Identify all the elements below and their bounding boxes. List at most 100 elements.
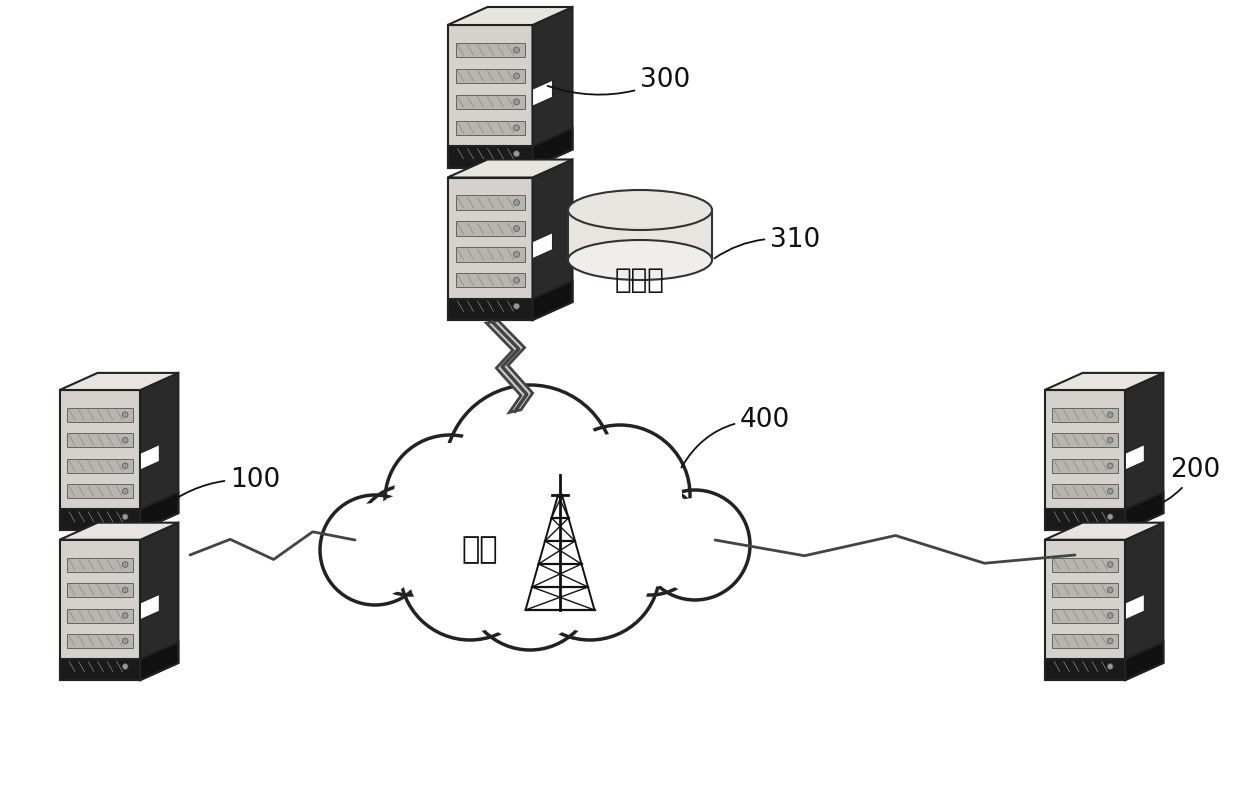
Polygon shape xyxy=(1126,492,1163,530)
Polygon shape xyxy=(67,608,133,622)
Text: 网络: 网络 xyxy=(461,535,498,565)
Polygon shape xyxy=(67,510,133,524)
Circle shape xyxy=(1107,587,1114,593)
Circle shape xyxy=(513,99,520,105)
Polygon shape xyxy=(1053,583,1117,597)
Polygon shape xyxy=(1044,540,1126,680)
Circle shape xyxy=(355,485,465,595)
Circle shape xyxy=(1107,613,1114,619)
Polygon shape xyxy=(140,595,160,619)
Polygon shape xyxy=(532,128,573,168)
Polygon shape xyxy=(568,210,712,260)
Polygon shape xyxy=(448,146,532,168)
Polygon shape xyxy=(455,273,525,287)
Circle shape xyxy=(445,385,615,555)
Polygon shape xyxy=(140,522,179,680)
Circle shape xyxy=(513,199,520,206)
Polygon shape xyxy=(448,7,573,25)
Circle shape xyxy=(1107,463,1114,468)
Circle shape xyxy=(649,498,742,592)
Circle shape xyxy=(513,73,520,79)
Polygon shape xyxy=(1126,522,1163,680)
Circle shape xyxy=(123,412,128,418)
Polygon shape xyxy=(1044,509,1126,530)
Polygon shape xyxy=(1044,659,1126,680)
Polygon shape xyxy=(532,160,573,320)
Polygon shape xyxy=(1053,634,1117,648)
Circle shape xyxy=(1107,488,1114,494)
Polygon shape xyxy=(1126,373,1163,530)
Circle shape xyxy=(1107,412,1114,418)
Polygon shape xyxy=(1053,459,1117,472)
Circle shape xyxy=(513,47,520,53)
Polygon shape xyxy=(140,492,179,530)
Polygon shape xyxy=(60,522,179,540)
Circle shape xyxy=(408,508,532,632)
Polygon shape xyxy=(60,509,140,530)
Circle shape xyxy=(513,125,520,131)
Polygon shape xyxy=(448,299,532,320)
Circle shape xyxy=(123,587,128,593)
Polygon shape xyxy=(140,373,179,530)
Polygon shape xyxy=(455,94,525,109)
Circle shape xyxy=(520,500,660,640)
Polygon shape xyxy=(448,178,532,320)
Circle shape xyxy=(472,528,587,642)
Circle shape xyxy=(123,437,128,443)
Polygon shape xyxy=(1126,445,1145,470)
Polygon shape xyxy=(67,660,133,673)
Polygon shape xyxy=(1053,484,1117,499)
Polygon shape xyxy=(67,459,133,472)
Circle shape xyxy=(513,151,520,156)
Circle shape xyxy=(384,435,515,565)
Circle shape xyxy=(455,395,605,545)
Circle shape xyxy=(558,433,682,557)
Polygon shape xyxy=(140,642,179,680)
Polygon shape xyxy=(140,445,160,470)
Polygon shape xyxy=(455,121,525,135)
Polygon shape xyxy=(1053,608,1117,622)
Text: 310: 310 xyxy=(714,227,820,258)
Polygon shape xyxy=(486,321,533,412)
Polygon shape xyxy=(532,80,553,106)
Polygon shape xyxy=(60,659,140,680)
Text: 200: 200 xyxy=(1148,457,1220,509)
Polygon shape xyxy=(1044,522,1163,540)
Circle shape xyxy=(465,520,595,650)
Circle shape xyxy=(513,225,520,232)
Text: 100: 100 xyxy=(162,467,280,508)
Polygon shape xyxy=(455,43,525,57)
Circle shape xyxy=(1107,514,1114,519)
Circle shape xyxy=(528,508,652,632)
Polygon shape xyxy=(1126,642,1163,680)
Polygon shape xyxy=(1053,434,1117,447)
Polygon shape xyxy=(60,373,179,390)
Circle shape xyxy=(513,252,520,257)
Polygon shape xyxy=(1044,390,1126,530)
Polygon shape xyxy=(455,222,525,236)
Circle shape xyxy=(123,638,128,644)
Polygon shape xyxy=(67,557,133,572)
Polygon shape xyxy=(1053,510,1117,524)
Polygon shape xyxy=(67,408,133,422)
Polygon shape xyxy=(60,540,140,680)
Polygon shape xyxy=(448,25,532,168)
Circle shape xyxy=(123,664,128,669)
Polygon shape xyxy=(67,583,133,597)
Polygon shape xyxy=(1126,595,1145,619)
Circle shape xyxy=(123,561,128,568)
Text: 300: 300 xyxy=(548,67,691,94)
Polygon shape xyxy=(455,299,525,314)
Polygon shape xyxy=(455,247,525,261)
Circle shape xyxy=(595,485,706,595)
Text: 400: 400 xyxy=(681,407,790,468)
Circle shape xyxy=(513,303,520,309)
Polygon shape xyxy=(532,233,553,259)
Polygon shape xyxy=(455,69,525,83)
Circle shape xyxy=(1107,561,1114,568)
Circle shape xyxy=(123,613,128,619)
Polygon shape xyxy=(67,484,133,499)
Circle shape xyxy=(1107,437,1114,443)
Circle shape xyxy=(401,500,539,640)
Polygon shape xyxy=(532,280,573,320)
